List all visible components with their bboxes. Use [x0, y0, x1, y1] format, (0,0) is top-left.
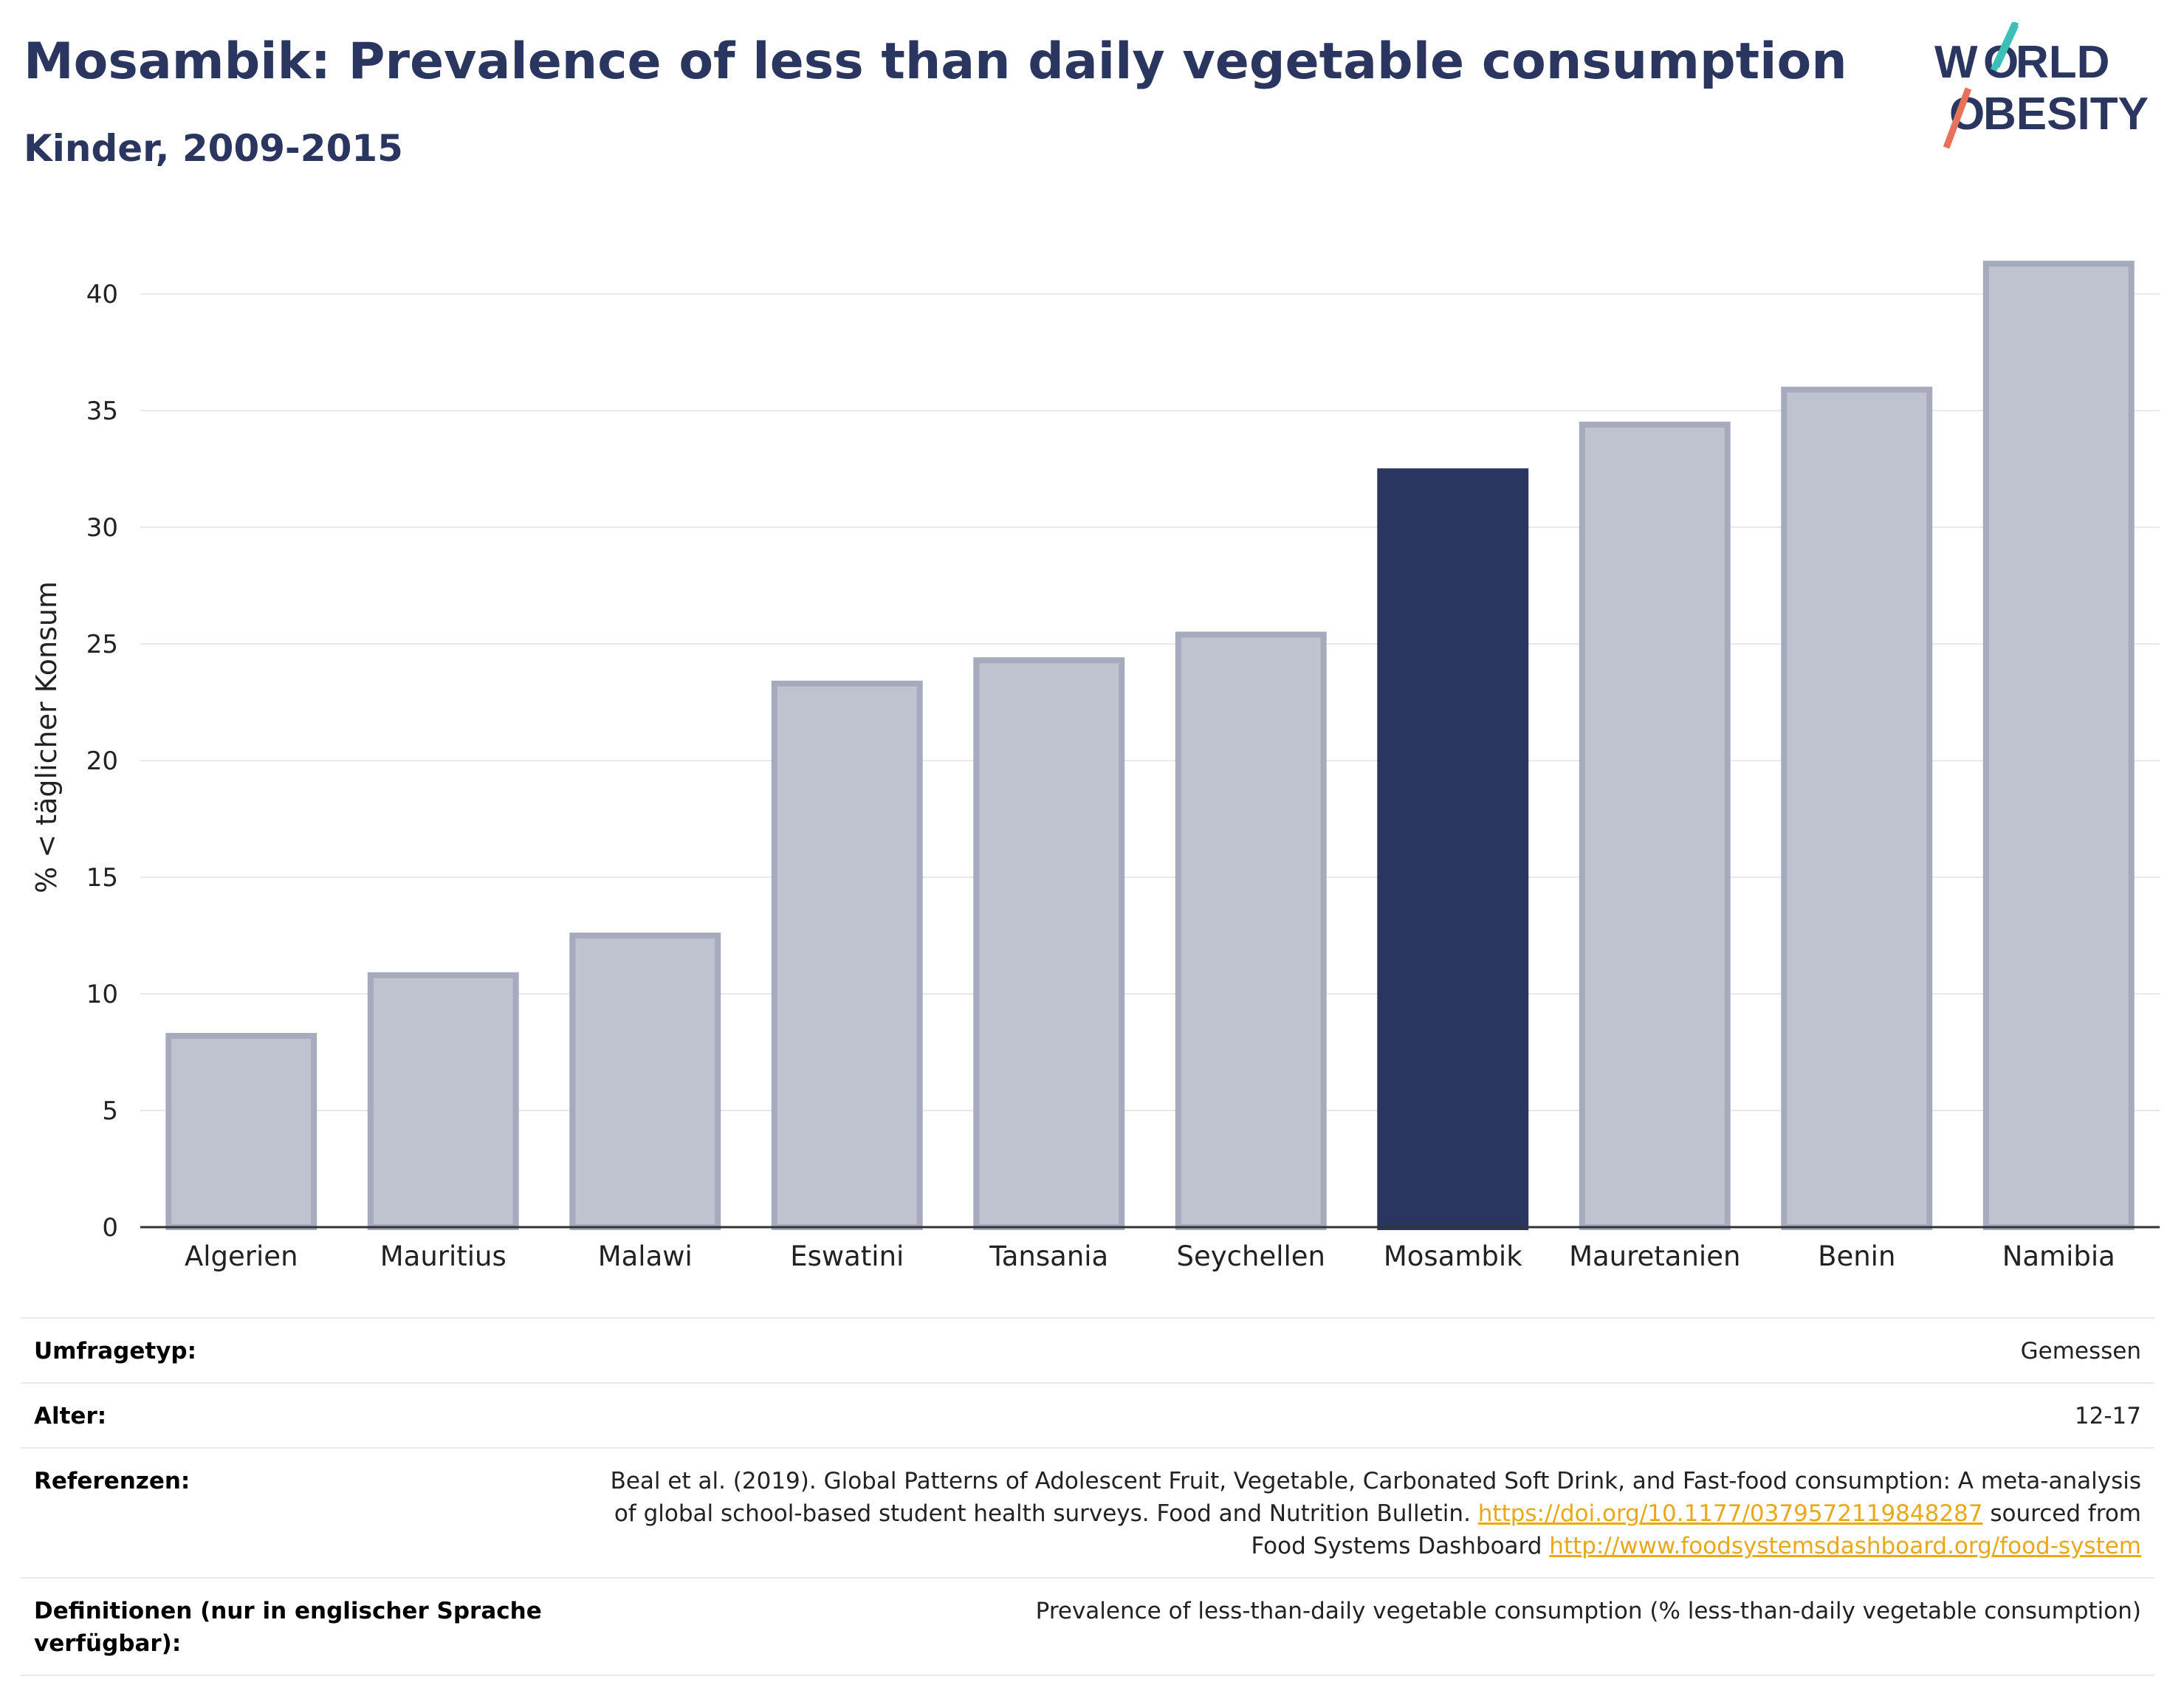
bars: [165, 261, 2135, 1231]
bar-chart: 0 5 10 15 20 25 30 35 40 Algerien Mauritius Malawi…: [30, 261, 2160, 1272]
y-tick-label: 25: [86, 630, 118, 659]
bar-tansania: [973, 657, 1125, 1230]
x-tick-label: Mauretanien: [1569, 1240, 1740, 1272]
y-tick-label: 5: [102, 1096, 118, 1126]
y-axis-ticks: 0 5 10 15 20 25 30 35 40: [86, 280, 118, 1243]
chart-subtitle: Kinder, 2009-2015: [24, 127, 403, 170]
info-row-definitions: Definitionen (nur in englischer Sprache …: [21, 1577, 2154, 1676]
bar-eswatini: [771, 680, 923, 1230]
info-value: Gemessen: [2020, 1338, 2141, 1364]
bar-mauretanien: [1579, 422, 1731, 1231]
svg-text:RLD: RLD: [2016, 37, 2109, 88]
info-key: Umfragetyp:: [34, 1338, 196, 1364]
x-tick-label: Benin: [1818, 1240, 1895, 1272]
svg-text:BESITY: BESITY: [1983, 89, 2149, 140]
bar-mauritius: [367, 972, 519, 1231]
info-value: 12-17: [2074, 1403, 2141, 1429]
bar-namibia: [1982, 261, 2135, 1230]
x-tick-label: Namibia: [2002, 1240, 2115, 1272]
doi-link[interactable]: https://doi.org/10.1177/0379572119848287: [1477, 1500, 1983, 1527]
svg-text:W: W: [1934, 37, 1978, 88]
info-key: Referenzen:: [34, 1468, 190, 1494]
info-value: Beal et al. (2019). Global Patterns of A…: [580, 1465, 2141, 1562]
x-axis-labels: Algerien Mauritius Malawi Eswatini Tansania S…: [185, 1240, 2115, 1272]
y-tick-label: 10: [86, 980, 118, 1009]
info-row-survey-type: Umfragetyp: Gemessen: [21, 1317, 2154, 1382]
bar-malawi: [569, 933, 721, 1230]
x-tick-label: Algerien: [185, 1240, 298, 1272]
info-key: Definitionen (nur in englischer Sprache …: [34, 1598, 542, 1657]
bar-algerien: [165, 1032, 317, 1231]
y-tick-label: 15: [86, 863, 118, 893]
reference-text: Beal et al. (2019). Global Patterns of A…: [610, 1468, 2141, 1527]
dashboard-link[interactable]: http://www.foodsystemsdashboard.org/food…: [1549, 1533, 2141, 1559]
y-tick-label: 40: [86, 280, 118, 309]
bar-seychellen: [1175, 631, 1327, 1230]
reference-source-text: sourced from Food Systems Dashboard: [1251, 1500, 2141, 1559]
y-tick-label: 0: [102, 1213, 118, 1243]
info-value: Prevalence of less-than-daily vegetable …: [1035, 1598, 2141, 1624]
bar-benin: [1781, 386, 1933, 1230]
info-key: Alter:: [34, 1403, 107, 1429]
info-row-references: Referenzen: Beal et al. (2019). Global P…: [21, 1447, 2154, 1577]
info-row-age: Alter: 12-17: [21, 1382, 2154, 1447]
x-tick-label: Mauritius: [380, 1240, 506, 1272]
info-table: Umfragetyp: Gemessen Alter: 12-17 Refere…: [21, 1317, 2154, 1676]
chart-title: Mosambik: Prevalence of less than daily …: [24, 32, 1847, 91]
y-tick-label: 35: [86, 396, 118, 426]
y-tick-label: 30: [86, 513, 118, 543]
x-tick-label: Eswatini: [790, 1240, 904, 1272]
world-obesity-logo: W O RLD O BESITY: [1934, 22, 2149, 149]
bar-mosambik: [1377, 468, 1529, 1231]
x-tick-label: Seychellen: [1177, 1240, 1325, 1272]
x-tick-label: Mosambik: [1384, 1240, 1522, 1272]
logo-accent-coral: [1943, 87, 1972, 149]
x-tick-label: Tansania: [989, 1240, 1108, 1272]
y-tick-label: 20: [86, 746, 118, 776]
x-tick-label: Malawi: [598, 1240, 693, 1272]
y-axis-title: % < täglicher Konsum: [30, 581, 63, 893]
